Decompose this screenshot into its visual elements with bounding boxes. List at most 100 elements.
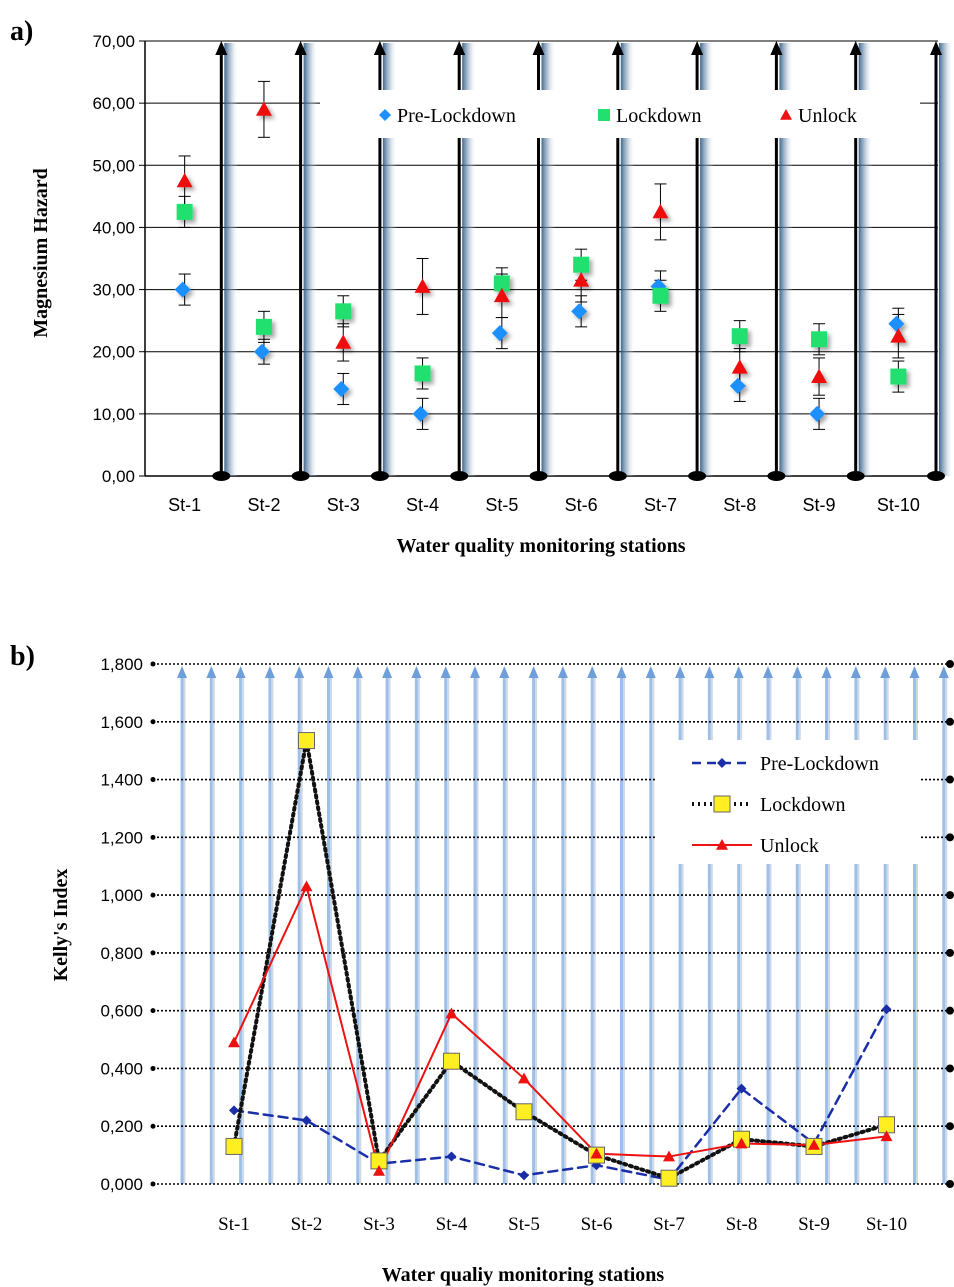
post-arrowhead [691,41,704,55]
panel-a-y-axis-label: Magnesium Hazard [30,168,52,337]
arrow-head [264,666,275,678]
arrow-head [411,666,422,678]
marker-pre-lockdown-st-2 [301,1115,312,1126]
marker-unlock-st-2 [255,101,272,116]
x-tick-label-st-4: St-4 [406,495,439,515]
marker-unlock-st-10 [890,328,907,343]
grid-dot-right [946,775,954,784]
arrow-head [645,666,656,678]
post-base [688,471,707,481]
y-tick-label: 0,800 [100,944,143,963]
legend-label-pre-lockdown: Pre-Lockdown [760,753,879,775]
arrow-head [763,666,773,678]
y-tick-label: 0,000 [100,1175,143,1194]
marker-pre-lockdown-st-8 [729,377,746,394]
panel-a-label: a) [10,16,33,47]
marker-lockdown-st-4 [443,1052,460,1070]
x-tick-label-st-10: St-10 [866,1214,907,1235]
arrow-head [880,666,891,678]
post-shadow [779,43,794,476]
marker-pre-lockdown-st-6 [571,303,588,320]
marker-pre-lockdown-st-9 [809,405,826,422]
post-arrowhead [849,41,862,55]
panel-b-data-markers [225,732,895,1187]
panel-b-x-tick-labels: St-1 St-2 St-3 St-4 St-5 St-6 St-7 St-8 St-9 St-1… [218,1214,907,1235]
marker-unlock-st-9 [811,368,828,383]
arrow-head [792,666,803,678]
legend-label-lockdown: Lockdown [760,794,846,816]
marker-lockdown-st-6 [573,256,590,273]
arrow-head [557,666,568,678]
panel-a: a) 0,00 10,00 20,00 30,00 40,00 50,00 60,00 70,… [10,16,953,557]
marker-pre-lockdown-st-5 [519,1170,529,1181]
grid-dot-left [150,1181,156,1187]
y-tick-label: 40,00 [92,218,135,237]
post-shadow [382,43,397,476]
x-tick-label-st-3: St-3 [327,495,360,515]
marker-unlock-st-8 [731,359,748,374]
marker-unlock-st-7 [652,203,669,219]
legend-label-unlock: Unlock [798,105,857,127]
post-base [846,471,865,481]
panel-a-x-tick-labels: St-1 St-2 St-3 St-4 St-5 St-6 St-7 St-8 St-9 St-1… [168,495,920,515]
grid-dot-left [150,719,156,725]
x-tick-label-st-5: St-5 [508,1214,540,1235]
panel-a-vertical-arrows [212,41,953,481]
post-base [212,471,231,481]
post-base [608,471,627,481]
x-tick-label-st-1: St-1 [168,495,201,515]
grid-dot-right [946,948,954,957]
grid-dot-left [150,892,156,898]
legend-label-lockdown: Lockdown [616,105,702,127]
marker-lockdown-st-3 [335,303,352,320]
legend-label-unlock: Unlock [760,835,819,857]
legend-box [657,740,921,864]
y-tick-label: 1,000 [100,886,143,905]
marker-unlock-st-5 [493,287,510,303]
x-tick-label-st-6: St-6 [565,495,598,515]
post-shadow [541,43,556,476]
x-tick-label-st-7: St-7 [644,495,677,515]
legend-symbol-lockdown [598,109,610,121]
arrow-head [733,666,744,678]
post-shadow [700,43,715,476]
post-shadow [462,43,477,476]
arrow-head [909,666,920,678]
marker-unlock-st-4 [414,278,431,293]
y-tick-label: 60,00 [92,94,135,113]
arrow-head [470,666,480,678]
post-arrowhead [930,41,942,55]
marker-lockdown-st-5 [515,1103,533,1121]
legend-label-pre-lockdown: Pre-Lockdown [397,105,516,127]
post-base [927,471,945,481]
marker-lockdown-st-5 [493,275,510,292]
post-base [291,471,310,481]
marker-unlock-st-8 [735,1137,748,1149]
legend-symbol-lockdown [713,795,731,813]
post-arrowhead [770,41,783,55]
marker-lockdown-st-8 [731,328,748,345]
x-tick-label-st-4: St-4 [436,1214,468,1235]
arrow-head [352,666,363,678]
arrow-head [616,666,627,678]
y-tick-label: 0,400 [100,1059,143,1078]
grid-dot-right [946,833,954,842]
legend-symbol-pre-lockdown [379,109,391,121]
marker-pre-lockdown-st-4 [412,405,429,422]
grid-dot-right [946,1180,954,1188]
panel-b-y-axis-label: Kelly's Index [50,869,72,982]
marker-pre-lockdown-st-10 [888,315,905,332]
grid-dot-left [150,661,156,667]
grid-dot-right [946,1006,954,1015]
x-tick-label-st-10: St-10 [877,495,920,515]
arrow-head [235,666,246,678]
post-base [529,471,548,481]
marker-unlock-st-10 [880,1130,893,1142]
grid-dot-left [150,1008,156,1014]
marker-pre-lockdown-st-5 [491,325,508,342]
marker-pre-lockdown-st-10 [881,1004,892,1015]
post-shadow [858,43,873,476]
panel-b-legend: Pre-Lockdown Lockdown Unlock [657,740,921,864]
post-arrowhead [611,41,624,55]
